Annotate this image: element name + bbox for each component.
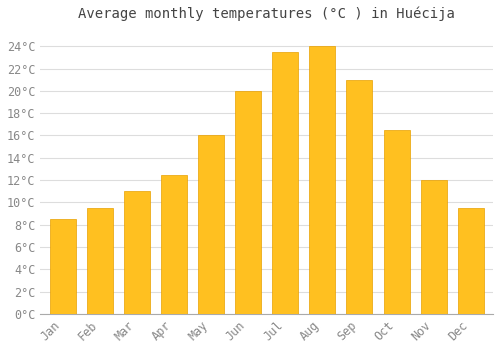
Bar [161,175,187,314]
Bar [198,135,224,314]
Bar [384,130,409,314]
Bar [235,91,261,314]
Bar [272,52,298,314]
Title: Average monthly temperatures (°C ) in Huécija: Average monthly temperatures (°C ) in Hu… [78,7,455,21]
Bar [86,208,113,314]
Bar [124,191,150,314]
Bar [420,180,446,314]
Bar [458,208,484,314]
Bar [50,219,76,314]
Bar [346,80,372,314]
Bar [310,46,336,314]
